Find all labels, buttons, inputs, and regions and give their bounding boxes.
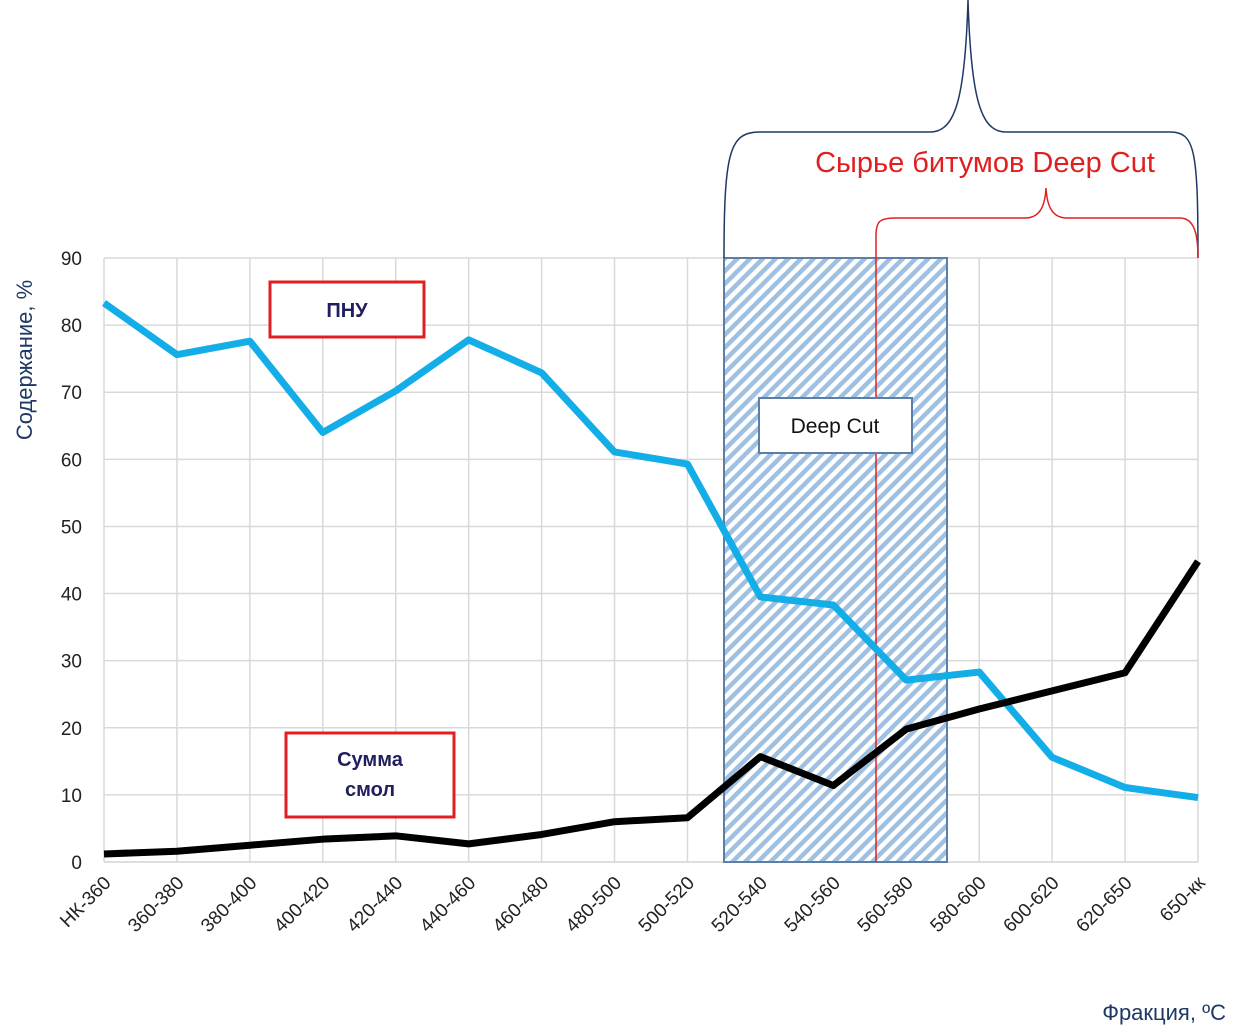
x-tick-label: 620-650	[1072, 873, 1136, 937]
x-tick-label: 500-520	[635, 873, 699, 937]
legend-label: Сумма смол	[337, 749, 404, 801]
y-tick-label: 70	[61, 383, 82, 404]
x-tick-label: 650-кк	[1156, 872, 1210, 926]
x-axis-label: Фракция, ºC	[1102, 1000, 1226, 1025]
x-tick-label: 520-540	[708, 873, 772, 937]
y-tick-label: 0	[71, 853, 82, 874]
x-tick-label: 540-560	[781, 873, 845, 937]
legend-box	[284, 731, 456, 819]
x-tick-label: 580-600	[927, 873, 991, 937]
x-tick-label: 600-620	[1000, 873, 1064, 937]
y-tick-label: 30	[61, 652, 82, 673]
deep-cut-zone	[723, 257, 948, 863]
series-line	[101, 300, 1199, 802]
x-tick-label: НК-360	[56, 873, 115, 932]
x-tick-label: 420-440	[343, 873, 407, 937]
brace	[723, 0, 1199, 259]
legend-label: ПНУ	[326, 300, 368, 322]
x-tick-label: 400-420	[270, 873, 334, 937]
annotation-box	[758, 397, 913, 454]
series-line	[103, 559, 1201, 858]
annotation: Deep Cut	[791, 415, 880, 438]
y-tick-label: 40	[61, 585, 82, 606]
x-tick-label: 560-580	[854, 873, 918, 937]
y-tick-label: 60	[61, 450, 82, 471]
y-tick-label: 20	[61, 719, 82, 740]
x-tick-label: 360-380	[124, 873, 188, 937]
x-tick-label: 480-500	[562, 873, 626, 937]
y-tick-label: 80	[61, 316, 82, 337]
annotation: Сырье битумов Deep Cut	[815, 147, 1155, 179]
x-tick-label: 380-400	[197, 873, 261, 937]
y-tick-label: 90	[61, 249, 82, 270]
y-tick-label: 10	[61, 786, 82, 807]
x-tick-label: 440-460	[416, 873, 480, 937]
y-tick-label: 50	[61, 517, 82, 538]
legend-box	[268, 280, 426, 339]
x-tick-label: 460-480	[489, 873, 553, 937]
y-axis-label: Содержание, %	[12, 280, 37, 440]
brace	[875, 187, 1199, 259]
